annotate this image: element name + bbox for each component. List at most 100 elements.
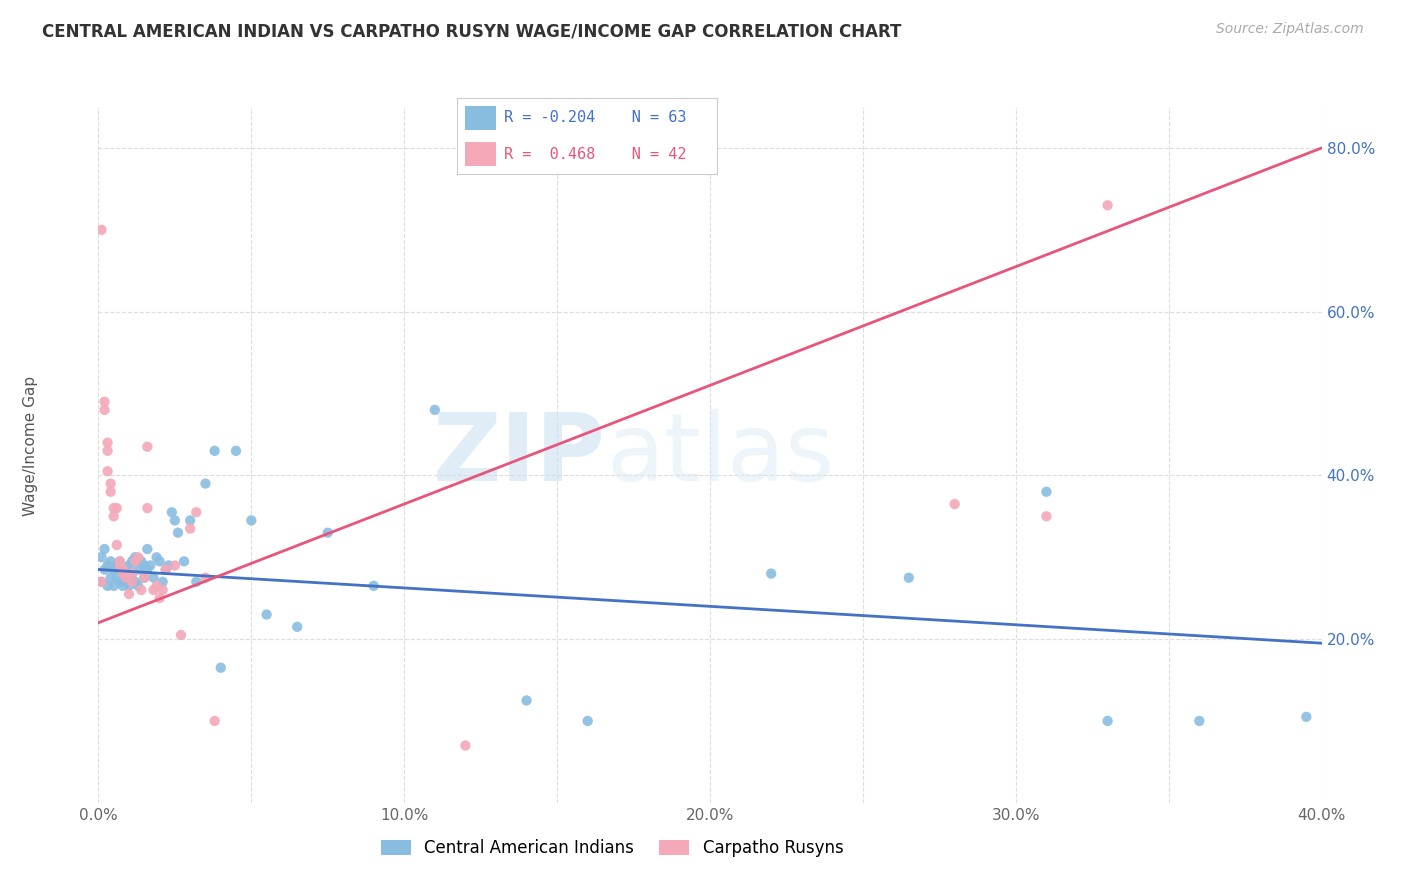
Point (1035, 509, 1057, 524)
Point (186, 574, 208, 589)
Point (204, 714, 226, 728)
Point (285, 620, 308, 634)
Point (170, 628, 193, 642)
Point (1295, 710, 1317, 724)
Point (943, 497, 966, 511)
Point (225, 443, 247, 458)
Point (134, 571, 156, 585)
Point (155, 562, 177, 576)
Point (129, 554, 152, 568)
Point (93, 394, 115, 409)
Point (1097, 714, 1119, 728)
Point (115, 571, 138, 585)
Point (100, 484, 122, 499)
Point (363, 579, 385, 593)
Point (105, 558, 128, 573)
Point (90, 550, 112, 565)
Point (93, 542, 115, 557)
Point (136, 562, 159, 576)
Point (111, 579, 134, 593)
Point (240, 513, 263, 527)
Point (127, 579, 149, 593)
Point (108, 562, 131, 576)
Point (103, 509, 125, 524)
Point (111, 566, 134, 581)
Point (897, 571, 920, 585)
Point (121, 566, 143, 581)
Text: CENTRAL AMERICAN INDIAN VS CARPATHO RUSYN WAGE/INCOME GAP CORRELATION CHART: CENTRAL AMERICAN INDIAN VS CARPATHO RUSY… (42, 22, 901, 40)
Point (163, 558, 186, 573)
Text: Wage/Income Gap: Wage/Income Gap (24, 376, 38, 516)
Point (124, 574, 146, 589)
Point (134, 558, 156, 573)
Point (149, 591, 172, 606)
Point (152, 574, 174, 589)
Point (103, 579, 125, 593)
Point (93, 562, 115, 576)
Point (194, 476, 217, 491)
Point (136, 440, 159, 454)
Point (115, 562, 138, 576)
Point (134, 571, 156, 585)
Point (118, 579, 141, 593)
Bar (465, 106, 496, 130)
Point (256, 607, 278, 622)
Text: R =  0.468    N = 42: R = 0.468 N = 42 (503, 146, 686, 161)
Point (173, 554, 195, 568)
Text: ZIP: ZIP (433, 409, 606, 501)
Point (129, 582, 152, 597)
Text: atlas: atlas (606, 409, 834, 501)
Point (136, 501, 159, 516)
Point (97, 435, 120, 450)
Point (103, 501, 125, 516)
Point (118, 558, 141, 573)
Point (115, 574, 138, 589)
Point (90, 574, 112, 589)
Point (149, 554, 172, 568)
Point (111, 562, 134, 576)
Point (97, 558, 120, 573)
Point (97, 464, 120, 478)
Point (160, 505, 183, 519)
Point (759, 566, 782, 581)
Point (100, 476, 122, 491)
Point (105, 501, 128, 516)
Point (163, 513, 186, 527)
Point (93, 403, 115, 417)
Point (124, 554, 146, 568)
Point (145, 579, 167, 593)
Point (108, 558, 131, 573)
Point (136, 542, 159, 557)
Point (179, 522, 201, 536)
Point (103, 562, 125, 576)
Point (145, 550, 167, 565)
Point (121, 574, 143, 589)
Point (155, 562, 177, 576)
Point (118, 587, 141, 601)
Point (1035, 484, 1057, 499)
Point (127, 562, 149, 576)
Point (124, 550, 146, 565)
Point (121, 554, 143, 568)
Point (167, 525, 190, 540)
Point (152, 582, 174, 597)
Point (90, 223, 112, 237)
Point (179, 513, 201, 527)
Point (108, 574, 131, 589)
Point (316, 525, 339, 540)
Point (97, 443, 120, 458)
Point (108, 554, 131, 568)
Point (105, 538, 128, 552)
Point (454, 739, 477, 753)
Point (127, 550, 149, 565)
Point (105, 571, 128, 585)
Point (108, 554, 131, 568)
Text: R = -0.204    N = 63: R = -0.204 N = 63 (503, 111, 686, 126)
Point (516, 693, 538, 707)
Point (1097, 198, 1119, 212)
Point (1188, 714, 1211, 728)
Legend: Central American Indians, Carpatho Rusyns: Central American Indians, Carpatho Rusyn… (374, 833, 851, 864)
Point (423, 403, 446, 417)
Point (142, 582, 165, 597)
Point (111, 566, 134, 581)
